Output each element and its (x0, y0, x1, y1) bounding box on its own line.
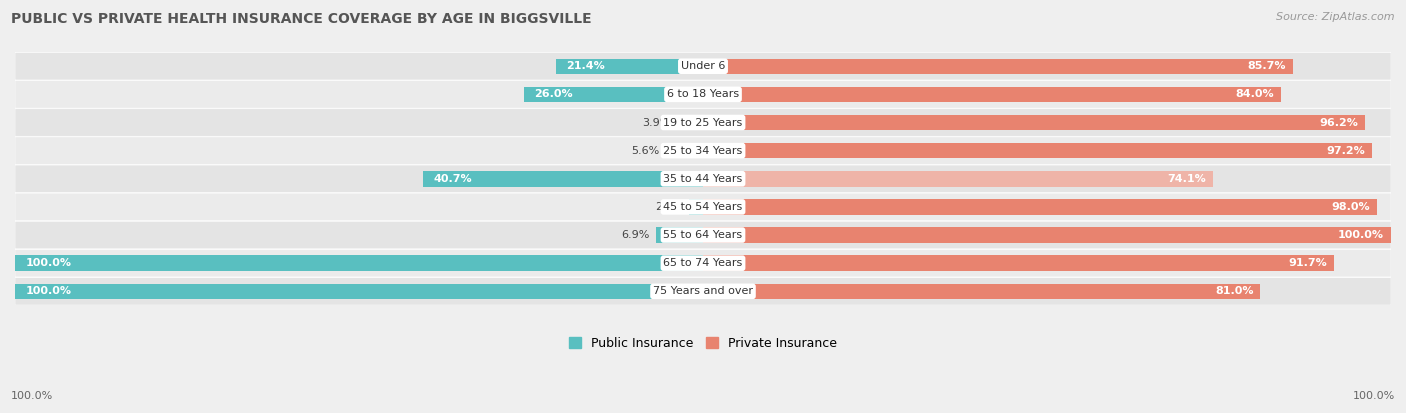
Text: 100.0%: 100.0% (25, 258, 72, 268)
Bar (703, 284, 1260, 299)
Text: 97.2%: 97.2% (1326, 146, 1365, 156)
Bar (555, 59, 703, 74)
Bar (703, 59, 1292, 74)
Bar (703, 115, 1365, 130)
Bar (665, 143, 703, 158)
Text: 45 to 54 Years: 45 to 54 Years (664, 202, 742, 212)
Bar (703, 87, 1281, 102)
Text: Under 6: Under 6 (681, 61, 725, 71)
Text: 40.7%: 40.7% (433, 174, 472, 184)
Bar (524, 87, 703, 102)
Text: 5.6%: 5.6% (631, 146, 659, 156)
Text: 100.0%: 100.0% (11, 391, 53, 401)
Text: 19 to 25 Years: 19 to 25 Years (664, 118, 742, 128)
Text: 98.0%: 98.0% (1331, 202, 1371, 212)
FancyBboxPatch shape (15, 221, 1391, 249)
Text: PUBLIC VS PRIVATE HEALTH INSURANCE COVERAGE BY AGE IN BIGGSVILLE: PUBLIC VS PRIVATE HEALTH INSURANCE COVER… (11, 12, 592, 26)
Text: 75 Years and over: 75 Years and over (652, 286, 754, 296)
Bar (15, 255, 703, 271)
Text: 74.1%: 74.1% (1167, 174, 1206, 184)
FancyBboxPatch shape (15, 137, 1391, 164)
Text: 26.0%: 26.0% (534, 89, 574, 100)
FancyBboxPatch shape (15, 109, 1391, 136)
Text: 96.2%: 96.2% (1319, 118, 1358, 128)
Bar (15, 284, 703, 299)
Text: Source: ZipAtlas.com: Source: ZipAtlas.com (1277, 12, 1395, 22)
Bar (703, 143, 1372, 158)
Text: 3.9%: 3.9% (643, 118, 671, 128)
Text: 100.0%: 100.0% (1353, 391, 1395, 401)
Text: 21.4%: 21.4% (567, 61, 605, 71)
Bar (423, 171, 703, 187)
Text: 81.0%: 81.0% (1215, 286, 1253, 296)
Text: 100.0%: 100.0% (1339, 230, 1384, 240)
Bar (703, 199, 1378, 215)
Legend: Public Insurance, Private Insurance: Public Insurance, Private Insurance (564, 332, 842, 355)
Text: 35 to 44 Years: 35 to 44 Years (664, 174, 742, 184)
FancyBboxPatch shape (15, 165, 1391, 192)
FancyBboxPatch shape (15, 249, 1391, 277)
Bar (703, 227, 1391, 243)
Bar (703, 255, 1334, 271)
Text: 85.7%: 85.7% (1247, 61, 1285, 71)
Text: 65 to 74 Years: 65 to 74 Years (664, 258, 742, 268)
Bar (676, 115, 703, 130)
FancyBboxPatch shape (15, 193, 1391, 221)
Text: 6 to 18 Years: 6 to 18 Years (666, 89, 740, 100)
Bar (689, 199, 703, 215)
Text: 2.0%: 2.0% (655, 202, 683, 212)
Text: 91.7%: 91.7% (1288, 258, 1327, 268)
Text: 55 to 64 Years: 55 to 64 Years (664, 230, 742, 240)
FancyBboxPatch shape (15, 278, 1391, 305)
Text: 25 to 34 Years: 25 to 34 Years (664, 146, 742, 156)
Bar (655, 227, 703, 243)
FancyBboxPatch shape (15, 81, 1391, 108)
FancyBboxPatch shape (15, 52, 1391, 80)
Bar (703, 171, 1213, 187)
Text: 100.0%: 100.0% (25, 286, 72, 296)
Text: 84.0%: 84.0% (1236, 89, 1274, 100)
Text: 6.9%: 6.9% (621, 230, 650, 240)
